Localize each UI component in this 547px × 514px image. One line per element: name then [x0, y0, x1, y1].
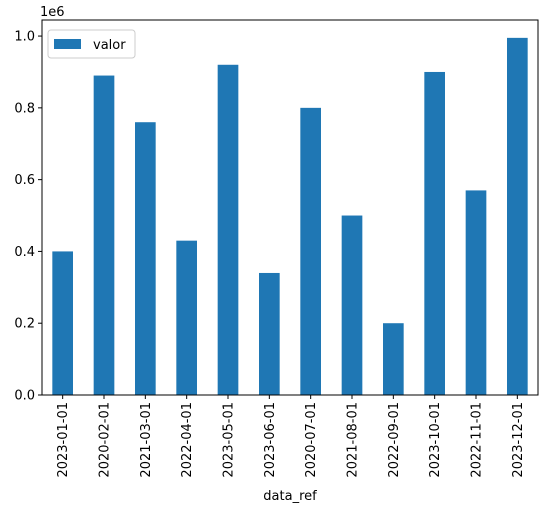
- x-tick-label: 2022-04-01: [180, 402, 195, 478]
- x-tick-label: 2022-11-01: [470, 402, 485, 478]
- bars-layer: [52, 37, 528, 396]
- bar-2022-09-01: [383, 323, 404, 395]
- y-tick-label: 0.2: [14, 317, 35, 332]
- x-tick-label: 2023-10-01: [428, 402, 443, 478]
- x-tick-label: 2023-12-01: [511, 402, 526, 478]
- bar-2023-06-01: [259, 272, 280, 395]
- legend: valor: [47, 29, 136, 59]
- bar-2021-08-01: [341, 215, 363, 395]
- x-axis-ticks: 2023-01-01 2020-02-01 2021-03-01 2022-04-01…: [56, 395, 526, 478]
- axes-frame: [41, 19, 539, 396]
- y-offset-text: 1e6: [40, 5, 65, 20]
- bar-2021-03-01: [135, 122, 156, 396]
- legend-label: valor: [93, 38, 126, 53]
- bar-2020-07-01: [300, 107, 321, 395]
- bar-2022-04-01: [176, 240, 197, 395]
- y-tick-label: 0.6: [14, 173, 35, 188]
- x-tick-label: 2023-01-01: [56, 402, 71, 478]
- x-axis-label: data_ref: [263, 489, 317, 504]
- y-tick-label: 0.0: [14, 389, 35, 404]
- bar-2023-05-01: [217, 64, 239, 395]
- x-tick-label: 2021-03-01: [139, 402, 154, 478]
- bar-2020-02-01: [93, 75, 115, 396]
- x-tick-label: 2020-02-01: [98, 402, 113, 478]
- bar-2023-10-01: [424, 71, 445, 396]
- y-axis-ticks: 0.0 0.2 0.4 0.6 0.8 1.0: [14, 30, 42, 404]
- legend-box: [47, 29, 136, 59]
- x-tick-label: 2021-08-01: [346, 402, 361, 478]
- legend-swatch: [54, 39, 81, 49]
- x-tick-label: 2023-05-01: [222, 402, 237, 478]
- y-tick-label: 1.0: [14, 30, 35, 45]
- x-tick-label: 2020-07-01: [304, 402, 319, 478]
- x-tick-label: 2022-09-01: [387, 402, 402, 478]
- plot-area-frame: [41, 19, 539, 396]
- bar-2022-11-01: [465, 190, 487, 395]
- y-tick-label: 0.8: [14, 101, 35, 116]
- bar-2023-12-01: [507, 37, 528, 396]
- y-tick-label: 0.4: [14, 245, 35, 260]
- bar-2023-01-01: [52, 251, 73, 395]
- x-tick-label: 2023-06-01: [263, 402, 278, 478]
